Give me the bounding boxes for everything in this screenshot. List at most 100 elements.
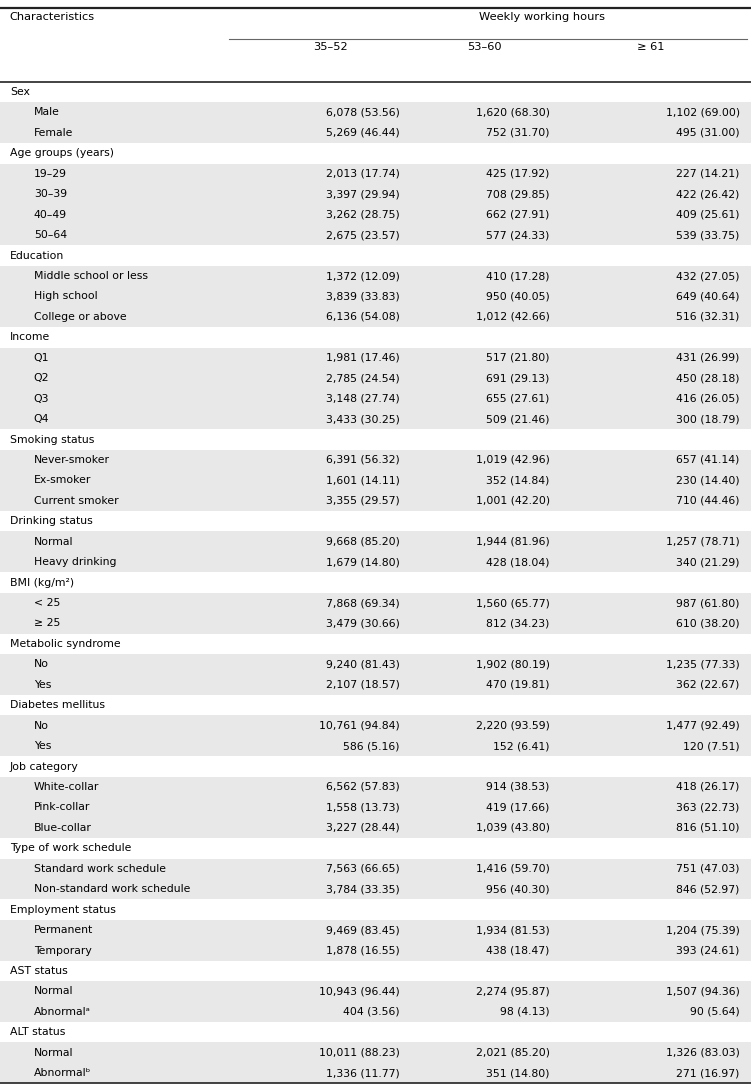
Bar [0, 327, 751, 348]
Bar [0, 798, 751, 817]
Text: BMI (kg/m²): BMI (kg/m²) [10, 577, 74, 588]
Bar [0, 655, 751, 674]
Text: Yes: Yes [34, 741, 51, 751]
Text: 362 (22.67): 362 (22.67) [677, 680, 740, 690]
Text: 10,011 (88.23): 10,011 (88.23) [318, 1047, 400, 1057]
Text: 352 (14.84): 352 (14.84) [487, 476, 550, 485]
Bar [0, 981, 751, 1002]
Text: 9,668 (85.20): 9,668 (85.20) [326, 537, 400, 547]
Text: 418 (26.17): 418 (26.17) [677, 782, 740, 792]
Text: Metabolic syndrome: Metabolic syndrome [10, 639, 120, 649]
Text: ≥ 25: ≥ 25 [34, 619, 60, 628]
Text: 691 (29.13): 691 (29.13) [487, 373, 550, 383]
Bar [0, 225, 751, 245]
Text: 6,562 (57.83): 6,562 (57.83) [326, 782, 400, 792]
Text: 950 (40.05): 950 (40.05) [486, 291, 550, 301]
Text: High school: High school [34, 291, 98, 301]
Text: 1,416 (59.70): 1,416 (59.70) [476, 864, 550, 874]
Text: 657 (41.14): 657 (41.14) [677, 455, 740, 465]
Text: 752 (31.70): 752 (31.70) [486, 128, 550, 137]
Bar [0, 674, 751, 695]
Text: 1,204 (75.39): 1,204 (75.39) [666, 925, 740, 935]
Text: 708 (29.85): 708 (29.85) [486, 189, 550, 200]
Text: AST status: AST status [10, 966, 68, 976]
Text: 10,761 (94.84): 10,761 (94.84) [318, 721, 400, 731]
Text: 956 (40.30): 956 (40.30) [486, 884, 550, 895]
Text: 710 (44.46): 710 (44.46) [676, 495, 740, 506]
Text: 30–39: 30–39 [34, 189, 67, 200]
Text: 428 (18.04): 428 (18.04) [486, 558, 550, 567]
Text: 340 (21.29): 340 (21.29) [676, 558, 740, 567]
Text: Ex-smoker: Ex-smoker [34, 476, 91, 485]
Text: Current smoker: Current smoker [34, 495, 119, 506]
Bar [0, 307, 751, 327]
Text: Q3: Q3 [34, 394, 50, 404]
Text: Temporary: Temporary [34, 946, 92, 956]
Text: 1,012 (42.66): 1,012 (42.66) [476, 312, 550, 322]
Text: Q1: Q1 [34, 352, 50, 363]
Text: 516 (32.31): 516 (32.31) [677, 312, 740, 322]
Bar [0, 143, 751, 164]
Text: Female: Female [34, 128, 73, 137]
Text: Pink-collar: Pink-collar [34, 802, 90, 813]
Text: 351 (14.80): 351 (14.80) [486, 1068, 550, 1078]
Bar [0, 756, 751, 777]
Bar [0, 1002, 751, 1022]
Text: 846 (52.97): 846 (52.97) [677, 884, 740, 895]
Bar [0, 777, 751, 798]
Text: Education: Education [10, 251, 64, 261]
Bar [0, 245, 751, 266]
Text: 1,372 (12.09): 1,372 (12.09) [326, 271, 400, 281]
Bar [0, 695, 751, 716]
Bar [0, 552, 751, 573]
Text: 3,433 (30.25): 3,433 (30.25) [326, 415, 400, 424]
Text: 6,078 (53.56): 6,078 (53.56) [326, 108, 400, 118]
Text: 10,943 (96.44): 10,943 (96.44) [318, 986, 400, 996]
Text: Permanent: Permanent [34, 925, 93, 935]
Bar [0, 103, 751, 122]
Text: 419 (17.66): 419 (17.66) [487, 802, 550, 813]
Text: No: No [34, 659, 49, 670]
Text: 425 (17.92): 425 (17.92) [487, 169, 550, 179]
Text: 1,019 (42.96): 1,019 (42.96) [476, 455, 550, 465]
Text: Sex: Sex [10, 87, 29, 97]
Text: 2,013 (17.74): 2,013 (17.74) [326, 169, 400, 179]
Text: 816 (51.10): 816 (51.10) [676, 823, 740, 832]
Text: Never-smoker: Never-smoker [34, 455, 110, 465]
Text: Blue-collar: Blue-collar [34, 823, 92, 832]
Text: 2,107 (18.57): 2,107 (18.57) [326, 680, 400, 690]
Bar [0, 920, 751, 940]
Text: College or above: College or above [34, 312, 126, 322]
Text: 577 (24.33): 577 (24.33) [487, 230, 550, 240]
Bar [0, 613, 751, 634]
Text: 2,675 (23.57): 2,675 (23.57) [326, 230, 400, 240]
Text: Male: Male [34, 108, 59, 118]
Text: 431 (26.99): 431 (26.99) [677, 352, 740, 363]
Bar [0, 940, 751, 961]
Text: 2,785 (24.54): 2,785 (24.54) [326, 373, 400, 383]
Text: 1,001 (42.20): 1,001 (42.20) [475, 495, 550, 506]
Text: 509 (21.46): 509 (21.46) [486, 415, 550, 424]
Text: 271 (16.97): 271 (16.97) [677, 1068, 740, 1078]
Text: 1,039 (43.80): 1,039 (43.80) [475, 823, 550, 832]
Text: 450 (28.18): 450 (28.18) [676, 373, 740, 383]
Text: 9,240 (81.43): 9,240 (81.43) [326, 659, 400, 670]
Text: 812 (34.23): 812 (34.23) [487, 619, 550, 628]
Text: 422 (26.42): 422 (26.42) [677, 189, 740, 200]
Text: 539 (33.75): 539 (33.75) [677, 230, 740, 240]
Text: 3,397 (29.94): 3,397 (29.94) [326, 189, 400, 200]
Text: ≥ 61: ≥ 61 [637, 43, 665, 52]
Text: 610 (38.20): 610 (38.20) [676, 619, 740, 628]
Text: 3,227 (28.44): 3,227 (28.44) [326, 823, 400, 832]
Bar [0, 573, 751, 592]
Text: 438 (18.47): 438 (18.47) [487, 946, 550, 956]
Text: 6,391 (56.32): 6,391 (56.32) [326, 455, 400, 465]
Text: 987 (61.80): 987 (61.80) [676, 598, 740, 608]
Text: 98 (4.13): 98 (4.13) [500, 1007, 550, 1017]
Text: 517 (21.80): 517 (21.80) [486, 352, 550, 363]
Text: Employment status: Employment status [10, 904, 116, 914]
Text: ALT status: ALT status [10, 1028, 65, 1038]
Bar [0, 388, 751, 409]
Text: Q4: Q4 [34, 415, 50, 424]
Text: 655 (27.61): 655 (27.61) [487, 394, 550, 404]
